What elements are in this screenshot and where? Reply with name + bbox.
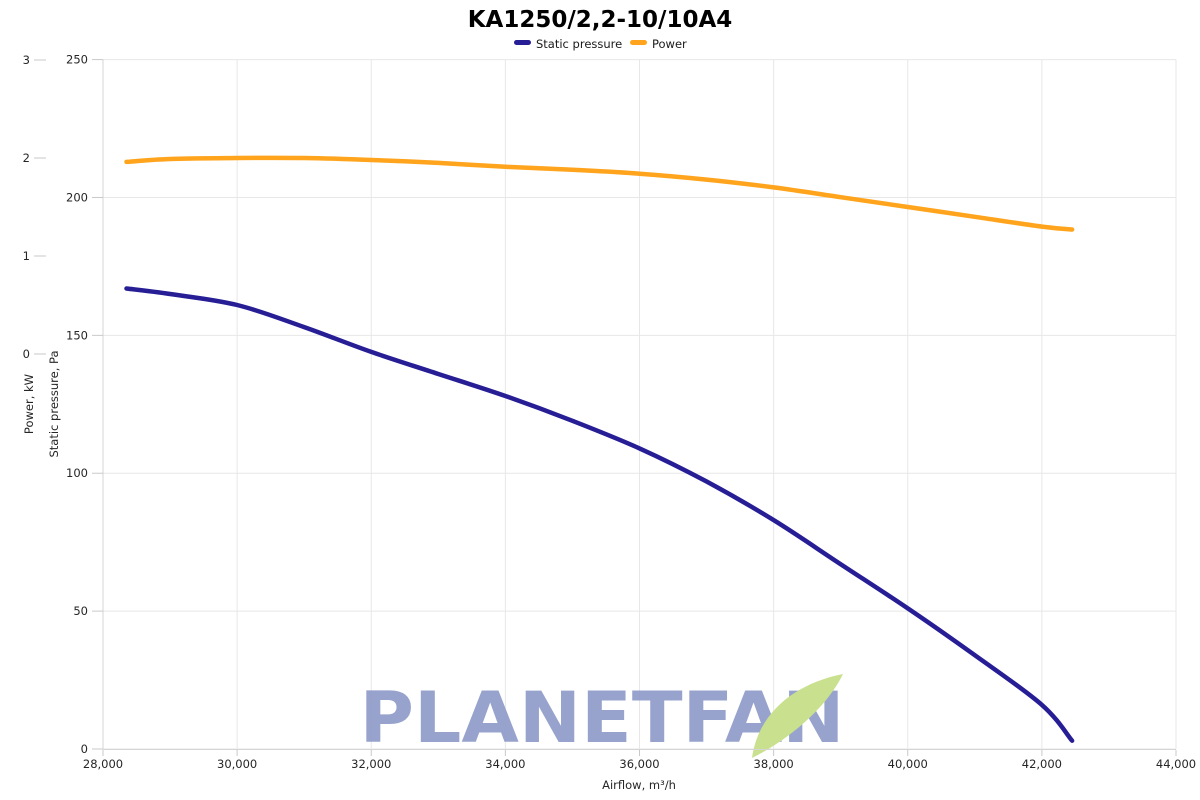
- legend-swatch-power: [630, 40, 647, 45]
- pressure-tick-label: 0: [81, 742, 88, 756]
- pressure-tick-label: 100: [66, 466, 88, 480]
- x-tick-label: 36,000: [619, 757, 659, 771]
- pressure-axis-title: Static pressure, Pa: [47, 351, 61, 458]
- leaf-icon: [752, 674, 843, 758]
- x-tick-label: 34,000: [485, 757, 525, 771]
- x-tick-label: 38,000: [754, 757, 794, 771]
- gridlines: [102, 59, 1177, 750]
- series-line-power: [124, 155, 1075, 232]
- x-tick-label: 28,000: [83, 757, 123, 771]
- legend-label-power: Power: [652, 37, 687, 51]
- legend-label-static-pressure: Static pressure: [536, 37, 622, 51]
- series-line-static-pressure: [124, 286, 1075, 743]
- watermark: PLANETFAN: [360, 674, 845, 759]
- x-tick-label: 30,000: [217, 757, 257, 771]
- power-tick-label: 2: [23, 151, 30, 165]
- power-tick-label: 0: [23, 347, 30, 361]
- power-tick-label: 1: [23, 249, 30, 263]
- axes: 28,000 30,000 32,000 34,000 36,000 38,000 40,0…: [23, 53, 1196, 771]
- pressure-tick-label: 150: [66, 328, 88, 342]
- pressure-tick-label: 200: [66, 190, 88, 204]
- legend-swatch-static-pressure: [514, 40, 531, 45]
- power-tick-label: 3: [23, 53, 30, 67]
- x-tick-label: 32,000: [351, 757, 391, 771]
- data-series: [124, 155, 1075, 743]
- pressure-tick-label: 250: [66, 53, 88, 67]
- legend: Static pressure Power: [514, 37, 687, 51]
- power-axis-title: Power, kW: [22, 374, 36, 434]
- pressure-tick-label: 50: [73, 604, 88, 618]
- x-axis-title: Airflow, m³/h: [602, 778, 676, 792]
- x-tick-label: 42,000: [1022, 757, 1062, 771]
- chart-title: KA1250/2,2-10/10A4: [468, 7, 733, 33]
- x-tick-label: 40,000: [888, 757, 928, 771]
- x-tick-label: 44,000: [1156, 757, 1196, 771]
